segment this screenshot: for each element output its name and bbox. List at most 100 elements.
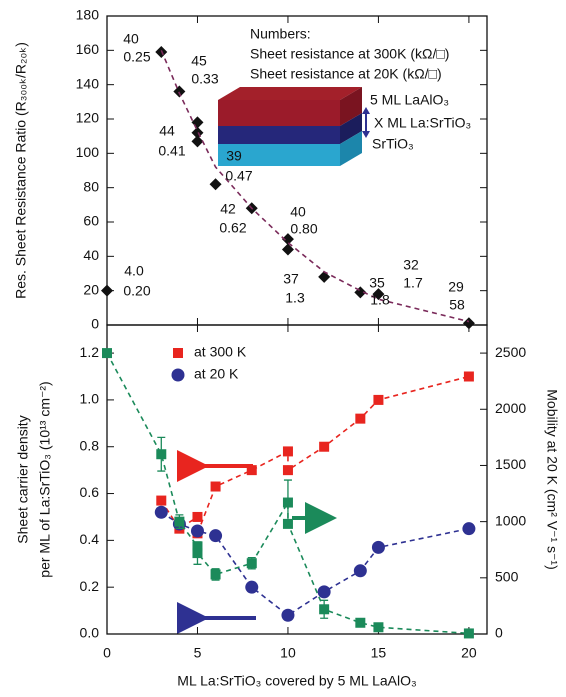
annotation-20k: 0.20 <box>123 283 150 299</box>
y-tick-label: 0 <box>91 316 99 332</box>
y-tick-label: 40 <box>83 247 99 263</box>
annotation-20k: 0.33 <box>191 71 218 87</box>
annotation-300k: 32 <box>403 257 419 273</box>
y-tick-label: 160 <box>76 41 100 57</box>
annotation-300k: 39 <box>226 148 242 164</box>
square-marker <box>192 548 203 559</box>
x-axis-label: ML La:SrTiO₃ covered by 5 ML LaAlO₃ <box>177 673 416 689</box>
y2-tick-label: 1500 <box>495 456 526 472</box>
annotation-300k: 45 <box>191 53 207 69</box>
inset-label: X ML La:SrTiO₃ <box>374 115 471 131</box>
legend-marker <box>171 368 185 382</box>
diamond-marker <box>318 270 331 283</box>
key-item: Sheet resistance at 300K (kΩ/□) <box>250 46 449 62</box>
circle-marker <box>281 608 295 622</box>
diamond-marker <box>191 116 204 129</box>
square-marker <box>355 413 366 424</box>
y-tick-label: 120 <box>76 110 100 126</box>
square-marker <box>319 604 330 615</box>
series-line <box>160 375 470 534</box>
annotation-20k: 0.47 <box>225 168 252 184</box>
circle-marker <box>209 529 223 543</box>
square-marker <box>192 541 203 552</box>
y-tick-label: 0.2 <box>80 578 100 594</box>
diamond-marker <box>209 178 222 191</box>
annotation-300k: 42 <box>220 201 236 217</box>
square-marker <box>156 495 167 506</box>
inset-block <box>218 87 370 166</box>
y-tick-label: 0.4 <box>80 531 100 547</box>
annotation-20k: 0.25 <box>123 49 150 65</box>
square-marker <box>282 465 293 476</box>
y-tick-label: 0.6 <box>80 484 100 500</box>
circle-marker <box>371 540 385 554</box>
series-line <box>160 511 470 617</box>
square-marker <box>373 394 384 405</box>
y-tick-label: 20 <box>83 281 99 297</box>
diamond-marker <box>462 317 475 330</box>
square-marker <box>210 569 221 580</box>
square-marker <box>156 449 167 460</box>
annotation-300k: 37 <box>283 271 299 287</box>
square-marker <box>174 516 185 527</box>
y-tick-label: 1.0 <box>80 391 100 407</box>
y2-tick-label: 1000 <box>495 512 526 528</box>
square-marker <box>210 481 221 492</box>
circle-marker <box>190 524 204 538</box>
annotation-20k: 1.8 <box>370 292 390 308</box>
y2-axis-label: Mobility at 20 K (cm² V⁻¹ s⁻¹) <box>544 389 560 569</box>
y2-tick-label: 500 <box>495 569 519 585</box>
diamond-marker <box>173 85 186 98</box>
square-marker <box>373 622 384 633</box>
y-tick-label: 80 <box>83 178 99 194</box>
circle-marker <box>353 564 367 578</box>
annotation-300k: 29 <box>448 279 464 295</box>
y-tick-label: 180 <box>76 7 100 23</box>
diamond-marker <box>191 135 204 148</box>
annotation-300k: 35 <box>369 275 385 291</box>
key-title: Numbers: <box>250 26 311 42</box>
square-marker <box>282 518 293 529</box>
square-marker <box>463 628 474 639</box>
annotation-20k: 0.41 <box>158 143 185 159</box>
legend-label: at 20 K <box>194 366 239 382</box>
x-tick-label: 0 <box>103 645 111 661</box>
annotation-300k: 4.0 <box>124 263 144 279</box>
x-tick-label: 5 <box>194 645 202 661</box>
x-tick-label: 10 <box>280 645 296 661</box>
annotation-300k: 40 <box>290 204 306 220</box>
y-axis-label: Res. Sheet Resistance Ratio (R₃₀₀ₖ/R₂₀ₖ) <box>13 42 29 299</box>
legend-label: at 300 K <box>194 344 247 360</box>
plot-frame <box>106 324 488 635</box>
circle-marker <box>317 585 331 599</box>
circle-marker <box>245 580 259 594</box>
square-marker <box>319 441 330 452</box>
y-tick-label: 140 <box>76 75 100 91</box>
y-tick-label: 0.8 <box>80 437 100 453</box>
series-line <box>160 50 470 323</box>
key-item: Sheet resistance at 20K (kΩ/□) <box>250 66 442 82</box>
square-marker <box>192 511 203 522</box>
y-axis-label: per ML of La:SrTiO₃ (10¹³ cm⁻²) <box>37 381 53 577</box>
y-axis-label: Sheet carrier density <box>15 415 31 543</box>
annotation-20k: 1.3 <box>285 290 305 306</box>
annotation-20k: 0.80 <box>290 221 317 237</box>
y2-tick-label: 2000 <box>495 400 526 416</box>
annotation-20k: 0.62 <box>219 220 246 236</box>
annotation-20k: 58 <box>449 297 465 313</box>
inset-label: SrTiO₃ <box>372 136 414 152</box>
y-tick-label: 0.0 <box>80 625 100 641</box>
square-marker <box>246 465 257 476</box>
diamond-marker <box>281 243 294 256</box>
square-marker <box>102 348 112 359</box>
y-tick-label: 100 <box>76 144 100 160</box>
annotation-300k: 44 <box>159 123 175 139</box>
square-marker <box>355 617 366 628</box>
square-marker <box>463 371 474 382</box>
annotation-20k: 1.7 <box>403 275 423 291</box>
x-tick-label: 15 <box>371 645 387 661</box>
y-tick-label: 1.2 <box>80 344 100 360</box>
y-tick-label: 60 <box>83 213 99 229</box>
